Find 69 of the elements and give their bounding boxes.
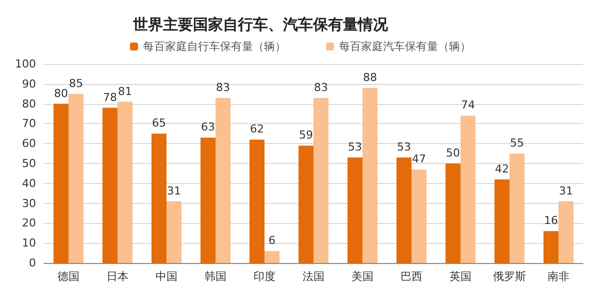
y-tick-label: 10 xyxy=(22,236,36,250)
bar xyxy=(460,116,476,263)
data-label: 62 xyxy=(250,122,264,136)
y-tick-label: 60 xyxy=(22,137,36,150)
y-tick-label: 100 xyxy=(15,58,36,70)
data-label: 16 xyxy=(544,214,558,228)
data-label: 88 xyxy=(363,70,377,84)
x-tick-label: 英国 xyxy=(450,270,472,283)
bar xyxy=(510,154,524,263)
y-tick-label: 70 xyxy=(22,117,36,130)
bar xyxy=(446,164,460,263)
bar xyxy=(200,138,216,263)
bar xyxy=(544,231,558,263)
data-label: 63 xyxy=(201,120,215,134)
data-label: 42 xyxy=(495,162,509,176)
x-tick-label: 巴西 xyxy=(400,270,422,283)
legend-label: 每百家庭汽车保有量（辆） xyxy=(339,40,471,53)
data-label: 31 xyxy=(559,184,573,198)
x-tick-label: 俄罗斯 xyxy=(493,270,526,283)
data-label: 31 xyxy=(167,184,181,198)
x-tick-label: 美国 xyxy=(352,270,374,283)
data-label: 47 xyxy=(412,152,426,166)
y-tick-label: 40 xyxy=(22,176,36,190)
x-tick-label: 南非 xyxy=(548,270,570,283)
bar xyxy=(118,102,132,263)
y-tick-label: 0 xyxy=(29,256,36,270)
data-label: 81 xyxy=(118,84,132,98)
data-label: 83 xyxy=(216,80,230,94)
legend-label: 每百家庭自行车保有量（辆） xyxy=(143,40,286,53)
data-label: 6 xyxy=(268,234,276,248)
bar xyxy=(494,179,510,263)
bar xyxy=(412,169,426,263)
bar xyxy=(152,134,166,263)
y-tick-label: 20 xyxy=(22,216,36,230)
data-label: 53 xyxy=(397,140,411,154)
data-label: 53 xyxy=(348,140,362,154)
data-label: 80 xyxy=(54,86,68,100)
bar xyxy=(102,108,118,263)
bar xyxy=(298,146,314,263)
y-tick-label: 30 xyxy=(22,196,36,210)
data-label: 50 xyxy=(446,146,460,160)
y-tick-label: 50 xyxy=(22,157,36,170)
bar xyxy=(250,140,264,263)
x-tick-label: 日本 xyxy=(106,270,128,283)
data-label: 55 xyxy=(510,136,524,150)
data-label: 83 xyxy=(314,80,328,94)
x-tick-label: 韩国 xyxy=(204,270,226,283)
data-label: 78 xyxy=(103,90,117,104)
data-label: 65 xyxy=(152,116,166,130)
x-tick-label: 中国 xyxy=(156,270,178,283)
bar xyxy=(68,94,84,263)
y-tick-label: 80 xyxy=(22,97,36,110)
chart-title: 世界主要国家自行车、汽车保有量情况 xyxy=(132,16,389,34)
bar xyxy=(54,104,68,263)
y-tick-label: 90 xyxy=(22,77,36,90)
data-label: 59 xyxy=(299,128,313,142)
data-label: 85 xyxy=(69,76,83,90)
x-tick-label: 印度 xyxy=(254,270,276,283)
data-label: 74 xyxy=(461,98,475,112)
bar xyxy=(362,88,378,263)
bar xyxy=(348,158,362,263)
bar xyxy=(396,158,412,263)
x-tick-label: 德国 xyxy=(58,270,80,283)
bar xyxy=(166,201,182,263)
bar xyxy=(314,98,328,263)
bar xyxy=(216,98,230,263)
x-tick-label: 法国 xyxy=(302,270,324,283)
bar xyxy=(558,201,574,263)
bar xyxy=(264,251,280,263)
